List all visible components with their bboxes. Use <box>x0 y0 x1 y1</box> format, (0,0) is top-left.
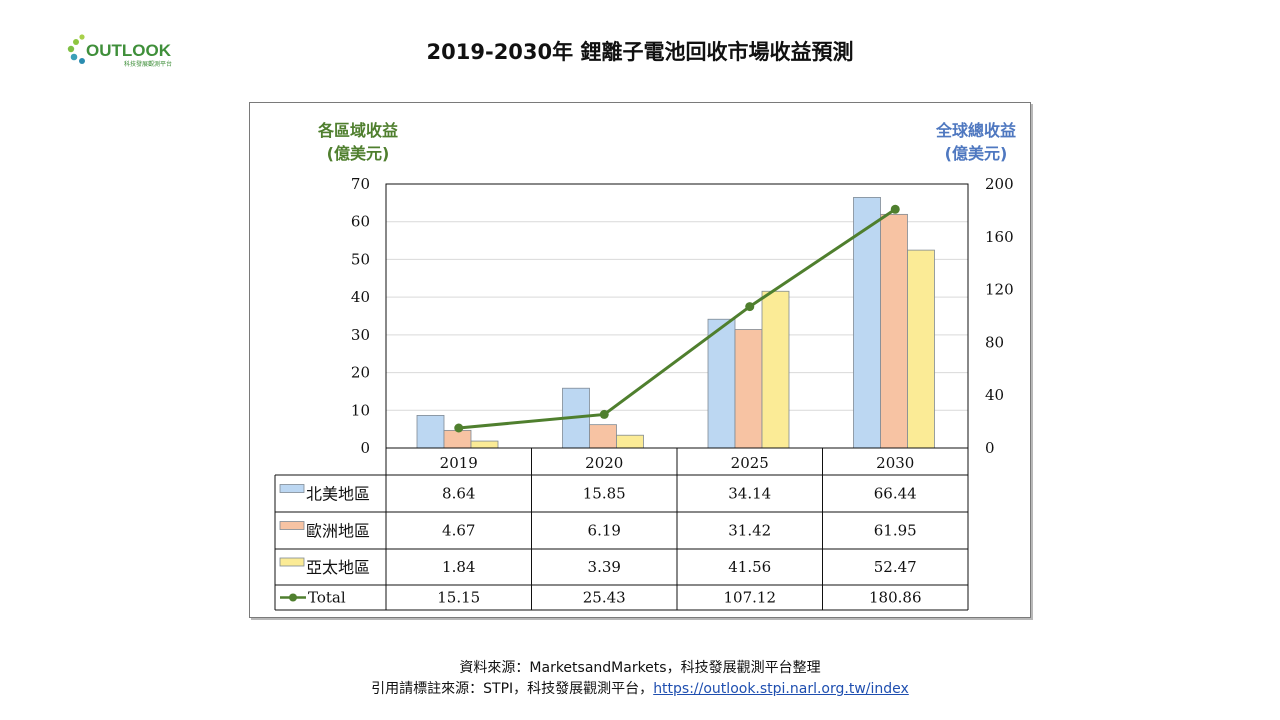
chart-frame: 0 10 20 30 40 50 60 70 0 40 80 120 160 200 各區域收益 (億美元) 全… <box>249 102 1031 618</box>
bar-europe-2030 <box>880 213 908 449</box>
right-tick-label: 40 <box>985 386 1004 404</box>
table-cell-value: 180.86 <box>869 589 922 607</box>
right-tick-label: 80 <box>985 333 1004 351</box>
table-cell-value: 1.84 <box>442 558 475 576</box>
left-tick-label: 70 <box>351 175 370 193</box>
left-tick-label: 40 <box>351 288 370 306</box>
category-label: 2020 <box>585 454 623 472</box>
left-axis-title: 各區域收益 <box>317 121 398 140</box>
left-tick-label: 30 <box>351 326 370 344</box>
series-label: 北美地區 <box>306 485 370 504</box>
right-tick-label: 200 <box>985 175 1014 193</box>
table-cell-value: 3.39 <box>588 558 621 576</box>
citation-link[interactable]: https://outlook.stpi.narl.org.tw/index <box>653 681 909 697</box>
left-tick-label: 20 <box>351 364 370 382</box>
category-label: 2025 <box>731 454 769 472</box>
bar-europe-2025 <box>734 329 763 449</box>
outlook-logo: OUTLOOK 科技發展觀測平台 <box>66 32 178 72</box>
left-axis-title: (億美元) <box>327 144 390 163</box>
citation-note: 引用請標註來源：STPI，科技發展觀測平台，https://outlook.st… <box>0 678 1280 698</box>
right-tick-label: 160 <box>985 228 1014 246</box>
total-point-2019 <box>454 423 464 433</box>
table-cell-value: 107.12 <box>724 589 777 607</box>
series-label: 亞太地區 <box>306 558 370 577</box>
total-point-2025 <box>745 302 755 312</box>
bar-north-america-2025 <box>707 318 736 449</box>
table-cell-value: 34.14 <box>728 485 771 503</box>
right-axis-title: (億美元) <box>945 144 1008 163</box>
table-cell-value: 15.85 <box>583 485 626 503</box>
right-tick-label: 0 <box>985 439 995 457</box>
category-label: 2030 <box>876 454 914 472</box>
total-line <box>458 208 897 430</box>
right-tick-label: 120 <box>985 281 1014 299</box>
total-point-2030 <box>890 204 900 214</box>
bar-europe-2020 <box>589 424 617 449</box>
bar-north-america-2030 <box>853 197 881 449</box>
bar-asia-pacific-2020 <box>616 434 644 449</box>
total-point-2020 <box>599 409 609 419</box>
table-cell-value: 31.42 <box>728 522 771 540</box>
outlook-logo-icon: OUTLOOK 科技發展觀測平台 <box>67 34 172 68</box>
page-title: 2019-2030年 鋰離子電池回收市場收益預測 <box>426 40 854 64</box>
legend-marker <box>289 593 297 602</box>
table-cell-value: 15.15 <box>437 589 480 607</box>
table-cell-value: 25.43 <box>583 589 626 607</box>
bar-asia-pacific-2019 <box>470 440 499 449</box>
table-cell-value: 6.19 <box>588 522 621 540</box>
bar-north-america-2019 <box>416 415 445 449</box>
source-note: 資料來源：MarketsandMarkets，科技發展觀測平台整理 <box>459 660 821 676</box>
citation-prefix: 引用請標註來源：STPI，科技發展觀測平台， <box>371 681 654 697</box>
logo-wordmark: OUTLOOK <box>86 41 172 60</box>
bar-asia-pacific-2030 <box>907 249 935 449</box>
revenue-chart: 01020304050607004080120160200各區域收益(億美元)全… <box>274 121 1016 611</box>
series-label: 歐洲地區 <box>306 522 370 541</box>
category-label: 2019 <box>440 454 478 472</box>
legend-swatch <box>279 557 305 567</box>
bar-asia-pacific-2025 <box>761 290 790 449</box>
legend-swatch <box>279 521 305 530</box>
table-cell-value: 52.47 <box>874 558 917 576</box>
table-cell-value: 4.67 <box>442 522 475 540</box>
table-cell-value: 66.44 <box>874 485 917 503</box>
left-tick-label: 60 <box>351 213 370 231</box>
series-label: Total <box>308 589 346 607</box>
table-cell-value: 8.64 <box>442 485 475 503</box>
right-axis-title: 全球總收益 <box>935 121 1016 140</box>
left-tick-label: 50 <box>351 250 370 268</box>
left-tick-label: 0 <box>360 439 370 457</box>
bar-europe-2019 <box>443 429 472 449</box>
logo-subtext: 科技發展觀測平台 <box>124 60 172 68</box>
table-cell-value: 41.56 <box>728 558 771 576</box>
table-cell-value: 61.95 <box>874 522 917 540</box>
left-tick-label: 10 <box>351 401 370 419</box>
legend-swatch <box>279 484 305 493</box>
